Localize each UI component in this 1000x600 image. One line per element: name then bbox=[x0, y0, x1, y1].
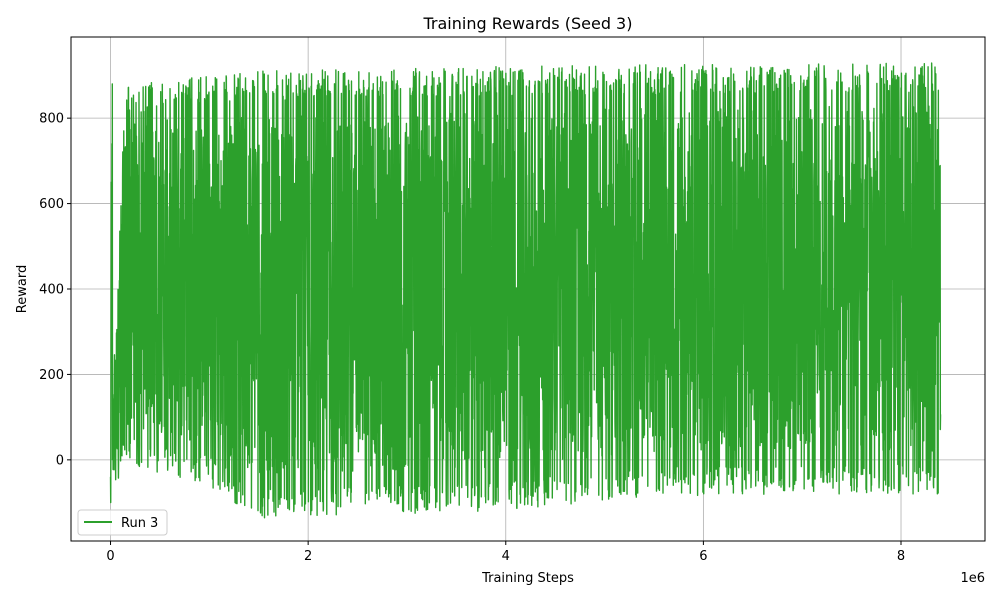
series-line-run-3 bbox=[109, 62, 942, 519]
y-axis-label: Reward bbox=[15, 265, 30, 313]
x-axis-offset-label: 1e6 bbox=[960, 571, 985, 586]
y-tick-label: 400 bbox=[39, 283, 64, 298]
legend-label-run-3: Run 3 bbox=[121, 516, 158, 531]
y-tick-label: 600 bbox=[39, 197, 64, 212]
y-axis-ticks: 0 200 400 600 800 bbox=[39, 112, 71, 468]
chart-title: Training Rewards (Seed 3) bbox=[423, 14, 633, 33]
x-tick-label: 6 bbox=[699, 549, 707, 564]
y-tick-label: 0 bbox=[56, 453, 64, 468]
x-tick-label: 4 bbox=[502, 549, 510, 564]
x-tick-label: 2 bbox=[304, 549, 312, 564]
series-layer bbox=[109, 62, 942, 519]
x-tick-label: 0 bbox=[106, 549, 114, 564]
x-tick-label: 8 bbox=[897, 549, 905, 564]
y-tick-label: 800 bbox=[39, 112, 64, 127]
y-tick-label: 200 bbox=[39, 368, 64, 383]
legend-box bbox=[77, 509, 168, 536]
x-axis-ticks: 0 2 4 6 8 bbox=[106, 541, 905, 564]
x-axis-label: Training Steps bbox=[481, 571, 574, 586]
legend: Run 3 bbox=[77, 509, 168, 536]
